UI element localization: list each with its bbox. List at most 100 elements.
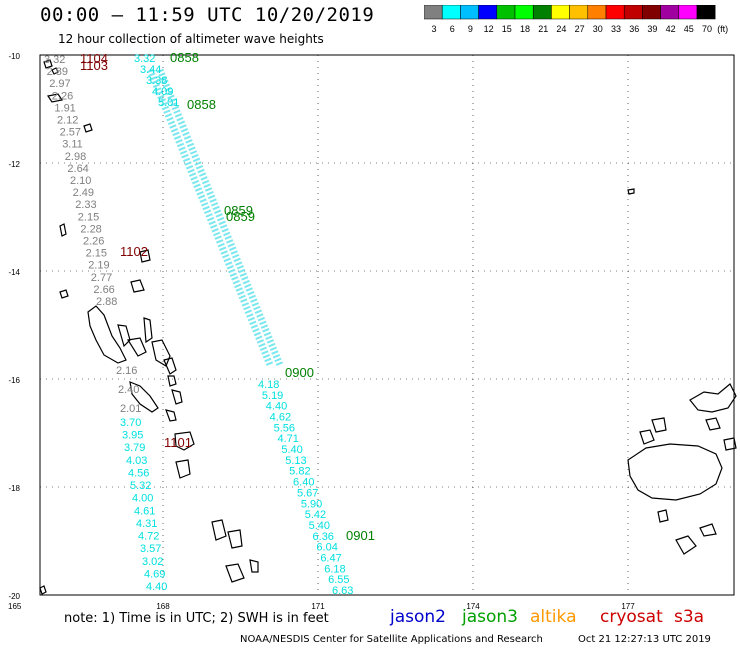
- wave-height-value: 2.33: [75, 199, 96, 211]
- lon-label: 171: [311, 602, 325, 611]
- wave-height-value: 5.82: [289, 466, 310, 478]
- time-label: 0859: [226, 209, 255, 224]
- wave-height-value: 4.40: [146, 581, 167, 593]
- legend-level: 36: [629, 24, 639, 34]
- wave-height-value: 4.71: [277, 433, 298, 445]
- wave-height-value: 2.57: [60, 127, 81, 139]
- legend-swatch: [696, 5, 716, 20]
- lon-label: 168: [156, 602, 170, 611]
- wave-height-value: 4.31: [136, 518, 157, 530]
- lat-label: -12: [8, 160, 20, 169]
- wave-height-value: 2.26: [83, 236, 104, 248]
- wave-height-value: 3.95: [122, 430, 143, 442]
- wave-height-value: 5.40: [309, 520, 330, 532]
- wave-height-value: 2.16: [116, 365, 137, 377]
- legend-jason2: jason2: [390, 607, 446, 627]
- legend-level: 6: [450, 24, 455, 34]
- wave-height-value: 5.56: [274, 422, 295, 434]
- wave-height-value: 2.19: [88, 260, 109, 272]
- footer-note: note: 1) Time is in UTC; 2) SWH is in fe…: [64, 611, 329, 626]
- legend-level: 33: [611, 24, 621, 34]
- track-swath: [156, 68, 284, 367]
- legend-cryosat: cryosat: [600, 607, 663, 627]
- wave-height-value: 2.15: [78, 211, 99, 223]
- wave-height-value: 6.36: [313, 531, 334, 543]
- wave-height-value: 5.19: [262, 390, 283, 402]
- wave-height-value: 3.70: [120, 417, 141, 429]
- wave-height-value: 1.91: [54, 102, 75, 114]
- wave-height-value: 6.40: [293, 477, 314, 489]
- time-label: 0901: [346, 528, 375, 543]
- legend-jason3: jason3: [462, 607, 518, 627]
- legend-level: 24: [556, 24, 566, 34]
- wave-height-value: 3.32: [44, 54, 65, 66]
- wave-height-value: 2.26: [52, 90, 73, 102]
- legend-altika: altika: [530, 607, 577, 627]
- wave-height-value: 4.00: [132, 493, 153, 505]
- coastlines: [39, 59, 737, 595]
- time-label: 1103: [80, 58, 108, 73]
- wave-height-value: 4.62: [270, 412, 291, 424]
- lat-label: -10: [8, 52, 20, 61]
- wave-height-value: 2.10: [70, 175, 91, 187]
- lat-label: -20: [8, 592, 20, 601]
- wave-height-value: 3.02: [142, 556, 163, 568]
- wave-height-value: 5.40: [281, 444, 302, 456]
- legend-level: 70: [702, 24, 712, 34]
- legend-level: 45: [684, 24, 694, 34]
- legend-s3a: s3a: [674, 607, 705, 627]
- time-label: 1104: [80, 51, 108, 66]
- wave-height-value: 2.64: [67, 163, 88, 175]
- track-labels: 3.323.443.384.095.014.185.194.404.625.56…: [44, 50, 375, 597]
- wave-height-value: 2.98: [65, 151, 86, 163]
- wave-height-value: 2.97: [49, 78, 70, 90]
- lon-label: 165: [8, 602, 22, 611]
- wave-height-value: 2.15: [86, 248, 107, 260]
- wave-height-value: 2.40: [118, 384, 139, 396]
- wave-height-value: 4.69: [144, 568, 165, 580]
- dense-track-swath: [146, 68, 284, 367]
- wave-height-value: 5.32: [130, 480, 151, 492]
- wave-height-value: 3.32: [134, 53, 155, 65]
- lon-label: 174: [466, 602, 480, 611]
- wave-height-value: 4.56: [128, 467, 149, 479]
- wave-height-value: 4.18: [258, 379, 279, 391]
- wave-height-value: 3.44: [140, 64, 161, 76]
- wave-height-value: 2.12: [57, 115, 78, 127]
- wave-height-value: 2.77: [91, 272, 112, 284]
- wave-height-value: 6.18: [324, 563, 345, 575]
- legend-level: 3: [432, 24, 437, 34]
- lon-label: 177: [621, 602, 635, 611]
- wave-height-value: 3.11: [62, 139, 83, 151]
- time-label: 0858: [170, 50, 199, 65]
- legend-level: 9: [468, 24, 473, 34]
- wave-height-value: 6.04: [316, 542, 337, 554]
- wave-height-value: 5.42: [305, 509, 326, 521]
- time-label: 0859: [224, 203, 253, 218]
- wave-height-value: 2.88: [96, 296, 117, 308]
- lat-label: -16: [8, 376, 20, 385]
- time-label: 0858: [187, 97, 216, 112]
- wave-height-value: 6.47: [320, 552, 341, 564]
- wave-height-value: 2.66: [93, 284, 114, 296]
- legend-level: 15: [502, 24, 512, 34]
- map-frame: [39, 54, 735, 596]
- wave-height-value: 3.57: [140, 543, 161, 555]
- wave-height-value: 4.61: [134, 505, 155, 517]
- wave-height-value: 3.38: [146, 75, 167, 87]
- wave-height-value: 2.89: [47, 66, 68, 78]
- legend-level: 27: [575, 24, 585, 34]
- wave-height-value: 4.09: [152, 86, 173, 98]
- map-subtitle: 12 hour collection of altimeter wave hei…: [58, 32, 324, 46]
- legend-unit: (ft): [717, 24, 728, 34]
- wave-height-value: 3.79: [124, 442, 145, 454]
- wave-height-legend: 3 6 9 12 15 18 21 24 27 30 33 36 39 42 45 70 (ft): [424, 5, 728, 34]
- wave-height-value: 2.49: [73, 187, 94, 199]
- wave-height-value: 6.55: [328, 574, 349, 586]
- wave-height-value: 4.72: [138, 531, 159, 543]
- legend-level: 30: [593, 24, 603, 34]
- legend-level: 42: [666, 24, 676, 34]
- wave-height-value: 4.03: [126, 455, 147, 467]
